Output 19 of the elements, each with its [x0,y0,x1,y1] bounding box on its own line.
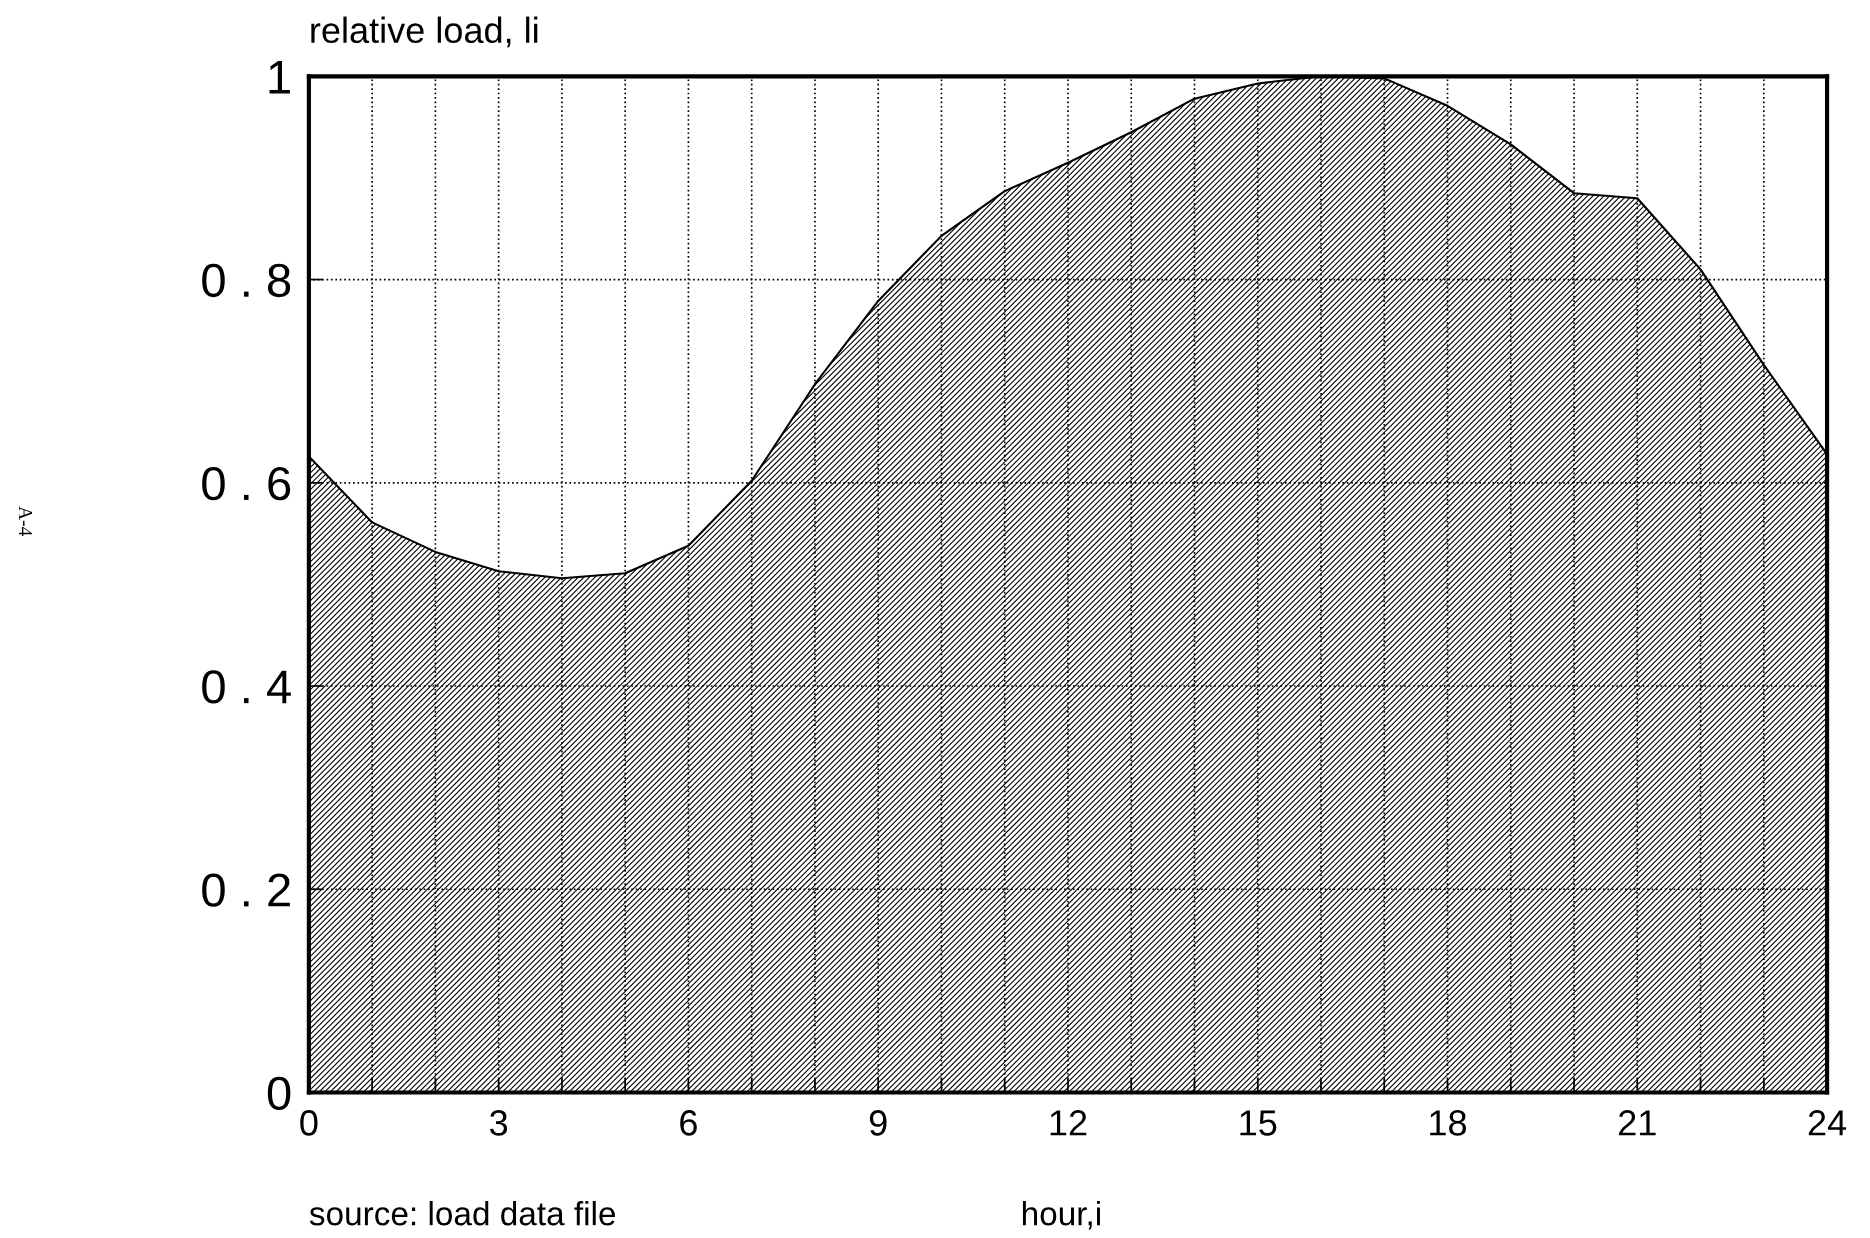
chart-title: relative load, li [311,16,538,48]
x-tick-label: 0 [300,1110,318,1136]
x-tick-label: 18 [1430,1110,1467,1136]
text: A-4 [19,506,33,537]
source-note: source: load data file [309,1201,615,1226]
x-axis-title: hour,i [1022,1201,1100,1230]
x-tick-label: 21 [1619,1110,1656,1136]
x-tick-label: 15 [1240,1110,1277,1136]
x-tick-label: 3 [489,1110,508,1136]
y-tick-label: 1 [269,60,290,94]
x-tick-label: 6 [680,1110,697,1136]
x-tick-label: 24 [1808,1110,1847,1136]
y-tick-label: 0 . 6 [202,466,291,501]
y-tick-label: 0 . 4 [202,670,291,704]
y-tick-label: 0 [267,1076,291,1111]
y-tick-label: 0 . 8 [202,263,291,298]
x-tick-label: 12 [1050,1110,1087,1136]
x-tick-label: 9 [869,1110,887,1136]
y-tick-label: 0 . 2 [202,873,290,907]
